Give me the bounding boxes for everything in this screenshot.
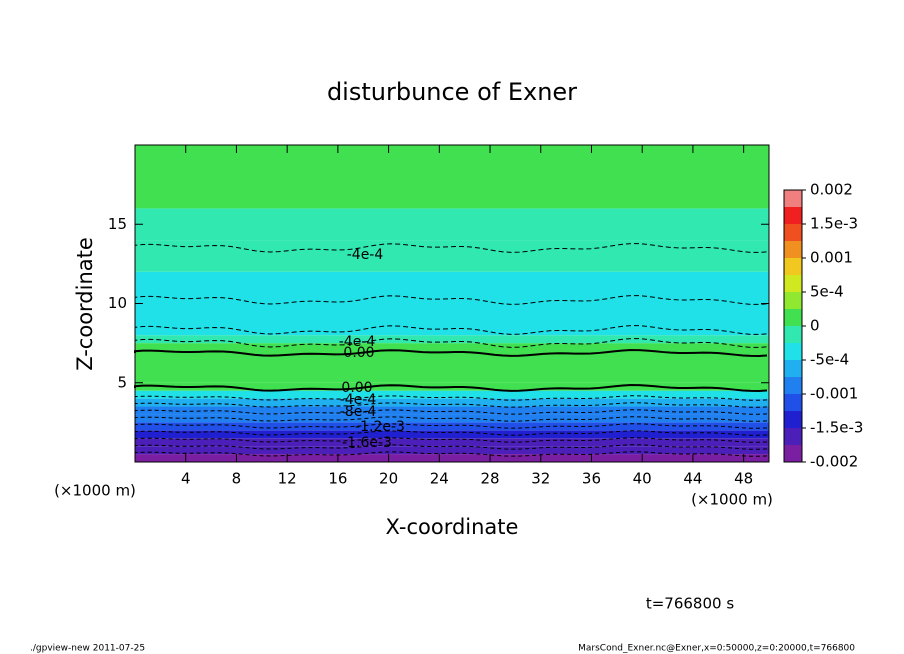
contour-line [134, 402, 768, 408]
colorbar-tick-label: 0.001 [810, 249, 853, 267]
x-unit-label: (×1000 m) [54, 482, 136, 500]
colorbar-swatch [784, 326, 802, 343]
colorbar-swatch [784, 258, 802, 275]
contour-line [134, 430, 768, 436]
contour-label: -8e-4 [340, 404, 377, 420]
field-band [135, 398, 769, 407]
field-band [135, 240, 769, 272]
y-tick-label: 10 [108, 294, 127, 312]
contour-line [134, 409, 768, 415]
field-band [135, 208, 769, 241]
x-tick-label: 8 [232, 470, 242, 488]
field-band [135, 145, 769, 209]
colorbar-swatch [784, 224, 802, 241]
x-tick-label: 44 [683, 470, 702, 488]
x-tick-label: 40 [633, 470, 652, 488]
contour-label: -1.6e-3 [342, 435, 392, 451]
colorbar-swatch [784, 360, 802, 377]
x-tick-label: 28 [480, 470, 499, 488]
chart-title: disturbunce of Exner [327, 78, 577, 106]
field-band [135, 303, 769, 336]
contour-label: -4e-4 [347, 247, 384, 263]
contour-line [134, 325, 768, 335]
contour-label: 0.00 [341, 380, 372, 396]
contour-line [134, 349, 768, 357]
contour-label: -4e-4 [339, 334, 376, 350]
y-tick-label: 5 [117, 373, 127, 391]
field-band [135, 422, 769, 431]
x-tick-label: 16 [328, 470, 347, 488]
colorbar-tick-label: -1.5e-3 [810, 419, 863, 437]
y-axis-label: Z-coordinate [73, 237, 97, 371]
contour-line [134, 437, 768, 443]
field-band [135, 335, 769, 344]
x-tick-label: 32 [531, 470, 550, 488]
contour-line [134, 395, 768, 401]
colorbar-swatch [784, 292, 802, 309]
colorbar-swatch [784, 275, 802, 292]
x-tick-label: 36 [582, 470, 601, 488]
colorbar-swatch [784, 190, 802, 207]
colorbar-swatch [784, 207, 802, 224]
contour-line [134, 243, 768, 253]
field-band [135, 358, 769, 383]
field-band [135, 446, 769, 455]
contour-line [134, 423, 768, 429]
colorbar-tick-label: -0.001 [810, 385, 858, 403]
x-tick-label: 12 [278, 470, 297, 488]
field-band [135, 430, 769, 439]
field-band [135, 454, 769, 462]
colorbar-swatch [784, 241, 802, 258]
footer: MarsCond_Exner.nc@Exner,x=0:50000,z=0:20… [578, 644, 855, 654]
contour-line [134, 384, 768, 392]
colorbar-swatch [784, 309, 802, 326]
contour-line [134, 295, 768, 305]
contour-line [134, 451, 768, 457]
x-tick-label: 20 [379, 470, 398, 488]
contour-label: -1.2e-3 [355, 419, 405, 435]
colorbar-swatch [784, 377, 802, 394]
x-unit-label: (×1000 m) [691, 491, 773, 509]
colorbar-swatch [784, 428, 802, 445]
colorbar-tick-label: -0.002 [810, 453, 858, 471]
colorbar-tick-label: 1.5e-3 [810, 215, 858, 233]
colorbar-swatch [784, 445, 802, 462]
colorbar-tick-label: -5e-4 [810, 351, 849, 369]
colorbar-tick-label: 0 [810, 317, 820, 335]
footer: ./gpview-new 2011-07-25 [30, 644, 145, 654]
x-tick-label: 24 [430, 470, 449, 488]
x-tick-label: 4 [181, 470, 191, 488]
colorbar-swatch [784, 394, 802, 411]
field-band [135, 438, 769, 447]
y-tick-label: 15 [108, 215, 127, 233]
contour-line [134, 416, 768, 422]
contour-line [134, 338, 768, 348]
contour-label: 0.00 [343, 345, 374, 361]
field-band [135, 390, 769, 399]
colorbar-tick-label: 0.002 [810, 181, 853, 199]
x-axis-label: X-coordinate [386, 515, 519, 539]
colorbar-swatch [784, 343, 802, 360]
colorbar-tick-label: 5e-4 [810, 283, 844, 301]
time-label: t=766800 s [646, 595, 734, 613]
field-band [135, 406, 769, 415]
contour-line [134, 444, 768, 450]
contour-label: -4e-4 [340, 392, 377, 408]
x-tick-label: 48 [734, 470, 753, 488]
colorbar-swatch [784, 411, 802, 428]
